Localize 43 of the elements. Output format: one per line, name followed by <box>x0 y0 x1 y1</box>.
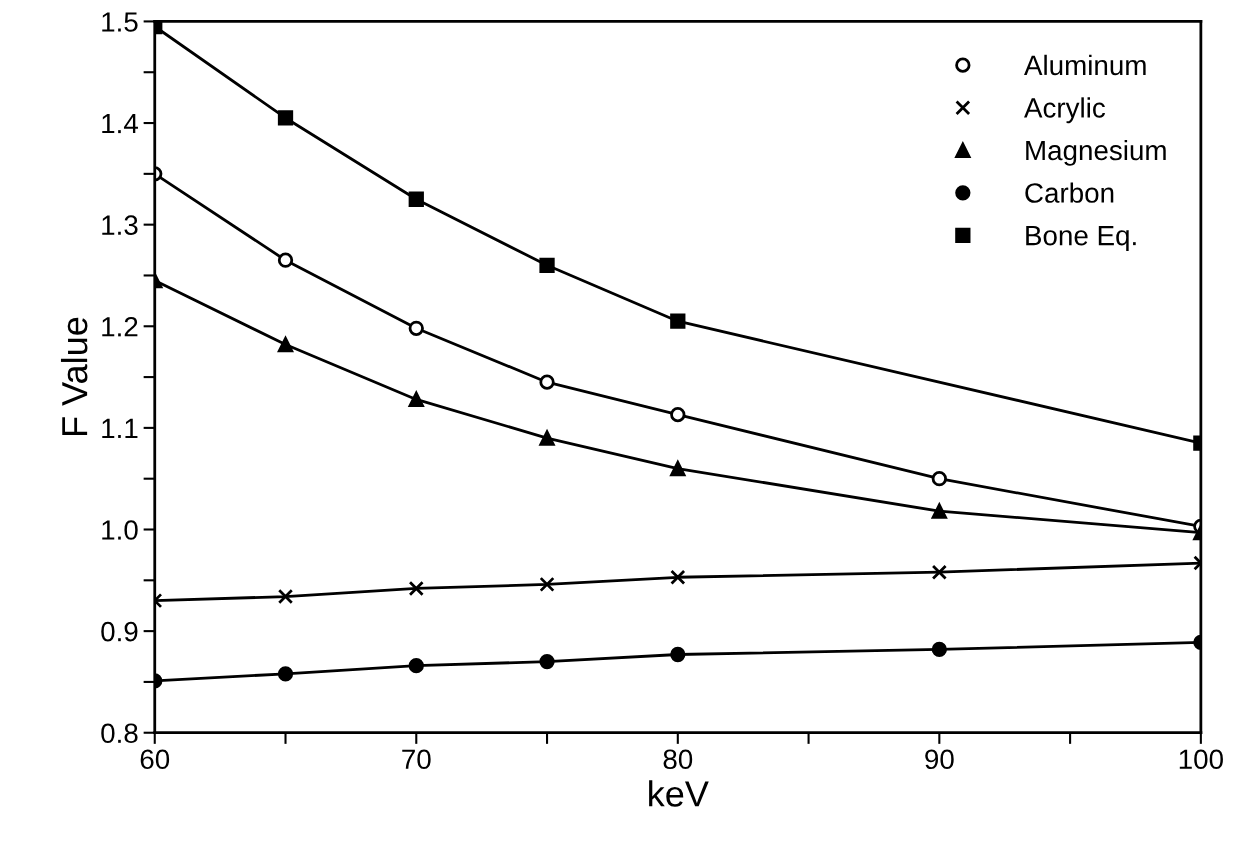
point <box>670 313 686 329</box>
x-tick-label: 80 <box>663 749 693 770</box>
point <box>408 191 424 207</box>
point <box>277 588 294 605</box>
point <box>408 658 424 674</box>
point <box>408 391 424 408</box>
y-tick-label: 1.2 <box>102 316 138 337</box>
point <box>539 374 555 390</box>
point <box>539 430 555 446</box>
y-tick-label: 1.1 <box>102 418 138 438</box>
point <box>931 471 947 487</box>
point <box>670 460 686 477</box>
legend-label: Aluminum <box>1024 54 1146 76</box>
x-tick-label: 100 <box>1179 749 1223 770</box>
point <box>670 646 686 663</box>
y-tick-label: 1.3 <box>102 215 138 235</box>
y-tick-label: 1.4 <box>102 114 138 134</box>
point <box>539 653 555 670</box>
point <box>670 407 686 423</box>
point <box>931 564 947 580</box>
y-axis-title: F Value <box>60 317 88 436</box>
point <box>277 110 294 126</box>
x-tick-label: 60 <box>140 749 170 770</box>
point <box>408 320 424 336</box>
y-tick-label: 0.9 <box>101 621 138 642</box>
x-tick-label: 90 <box>925 749 954 770</box>
x-tick-label: 70 <box>402 749 431 770</box>
x-axis-title: keV <box>649 780 709 807</box>
y-tick-label: 0.8 <box>101 723 138 744</box>
y-tick-label: 1.5 <box>102 12 138 32</box>
legend-label: Carbon <box>1025 182 1114 203</box>
legend-label: Magnesium <box>1026 139 1166 166</box>
legend-label: Bone Eq. <box>1026 226 1136 251</box>
point <box>931 641 947 658</box>
point <box>539 257 555 273</box>
point <box>277 336 294 353</box>
legend-label: Acrylic <box>1024 97 1106 124</box>
point <box>277 666 294 682</box>
point <box>408 580 424 597</box>
y-tick-label: 1.0 <box>102 520 138 540</box>
point <box>277 252 294 268</box>
point <box>539 576 555 593</box>
point <box>670 569 686 585</box>
